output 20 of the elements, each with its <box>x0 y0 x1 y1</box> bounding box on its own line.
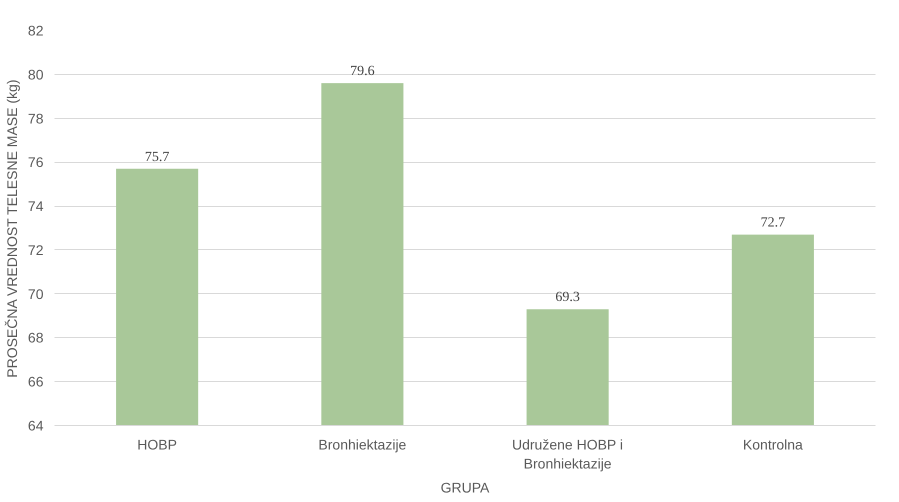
data-label: 79.6 <box>350 64 375 80</box>
data-label: 75.7 <box>144 150 170 165</box>
x-tick-label: HOBP <box>137 436 177 452</box>
x-tick-label: Kontrolna <box>742 436 804 452</box>
y-tick-label: 78 <box>28 110 44 126</box>
y-tick-label: 70 <box>28 286 44 302</box>
y-tick-label: 72 <box>28 242 44 258</box>
x-tick-label: Udružene HOBP i Bronhiektazije <box>512 436 624 472</box>
x-axis-title: GRUPA <box>440 480 490 496</box>
y-tick-label: 74 <box>28 198 44 214</box>
data-label: 72.7 <box>760 216 786 231</box>
data-label: 69.3 <box>555 290 580 306</box>
y-tick-label: 68 <box>28 330 44 346</box>
x-tick-label: Bronhiektazije <box>318 436 407 452</box>
y-tick-label: 76 <box>28 154 44 170</box>
y-tick-label: 82 <box>28 22 44 38</box>
y-tick-label: 80 <box>28 66 44 82</box>
y-axis-title: PROSEČNA VREDNOST TELESNE MASE (kg) <box>4 80 20 378</box>
y-tick-label: 66 <box>28 374 44 390</box>
y-tick-label: 64 <box>28 418 44 434</box>
